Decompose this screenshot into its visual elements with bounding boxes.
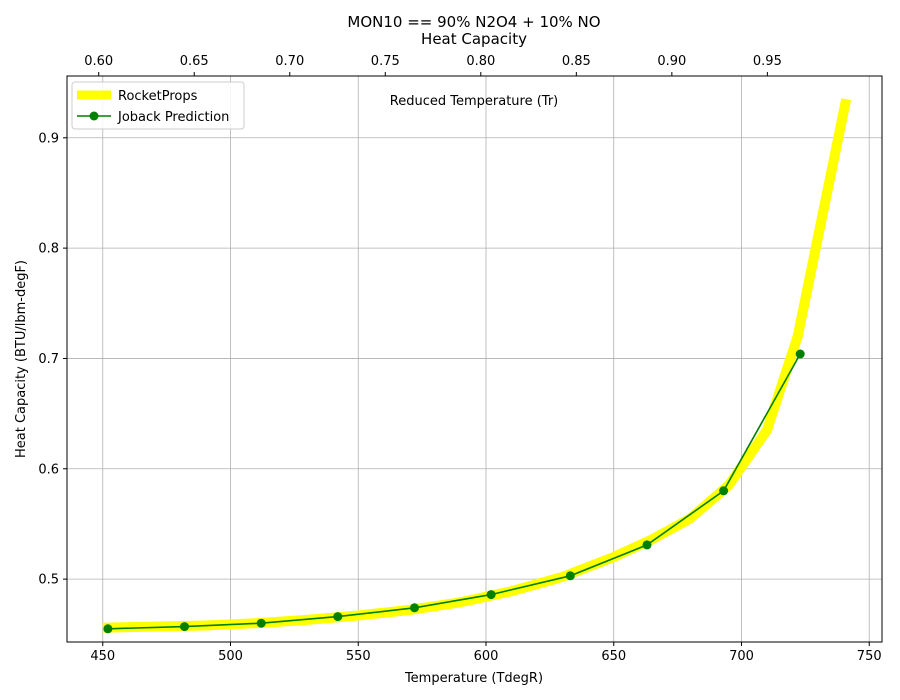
series-joback-point xyxy=(333,612,343,622)
series-joback-point xyxy=(642,540,652,550)
grid xyxy=(67,76,882,642)
top-tick-label: 0.85 xyxy=(562,54,591,69)
y-tick-label: 0.8 xyxy=(38,242,59,257)
top-tick-label: 0.75 xyxy=(371,54,400,69)
series-joback-point xyxy=(565,571,575,581)
top-tick-label: 0.90 xyxy=(657,54,686,69)
series-joback-line xyxy=(107,353,801,630)
x-tick-label: 500 xyxy=(218,649,243,664)
series-joback-point xyxy=(795,349,805,359)
y-tick-label: 0.6 xyxy=(38,462,59,477)
series-joback-point xyxy=(256,618,266,628)
series-joback-point xyxy=(410,603,419,613)
chart-title: MON10 == 90% N2O4 + 10% NO xyxy=(347,13,600,31)
plot-area xyxy=(67,76,882,642)
y-tick-label: 0.5 xyxy=(38,573,59,588)
x-axis-label: Temperature (TdegR) xyxy=(404,671,543,686)
series-joback-point xyxy=(719,486,729,496)
x-tick-label: 550 xyxy=(346,649,371,664)
top-tick-label: 0.70 xyxy=(275,54,304,69)
series-layer xyxy=(102,98,852,634)
series-joback-point xyxy=(103,624,113,634)
series-joback-point xyxy=(486,590,496,600)
y-axis-label: Heat Capacity (BTU/lbm-degF) xyxy=(14,260,29,458)
top-tick-label: 0.65 xyxy=(180,54,209,69)
x-tick-label: 750 xyxy=(857,649,882,664)
x-tick-label: 650 xyxy=(601,649,626,664)
legend-joback-label: Joback Prediction xyxy=(117,110,229,125)
legend-rocketprops-label: RocketProps xyxy=(118,89,198,104)
series-joback-point xyxy=(180,622,189,632)
legend-box xyxy=(71,81,245,130)
top-tick-label: 0.95 xyxy=(753,54,782,69)
plot-frame xyxy=(66,75,883,643)
x-tick-label: 700 xyxy=(729,649,754,664)
top-axis-label: Reduced Temperature (Tr) xyxy=(390,94,558,109)
legend-joback-marker xyxy=(89,111,99,121)
x-tick-label: 600 xyxy=(474,649,499,664)
top-tick-label: 0.60 xyxy=(84,54,113,69)
legend: RocketProps Joback Prediction xyxy=(71,81,245,130)
ticks: 450 500 550 600 650 700 750 0.5 0.6 0.7 0.8 0.9 0.60… xyxy=(38,54,881,664)
x-tick-label: 450 xyxy=(90,649,115,664)
chart-subtitle: Heat Capacity xyxy=(421,30,527,48)
y-tick-label: 0.7 xyxy=(38,352,59,367)
top-tick-label: 0.80 xyxy=(466,54,495,69)
y-tick-label: 0.9 xyxy=(38,131,59,146)
